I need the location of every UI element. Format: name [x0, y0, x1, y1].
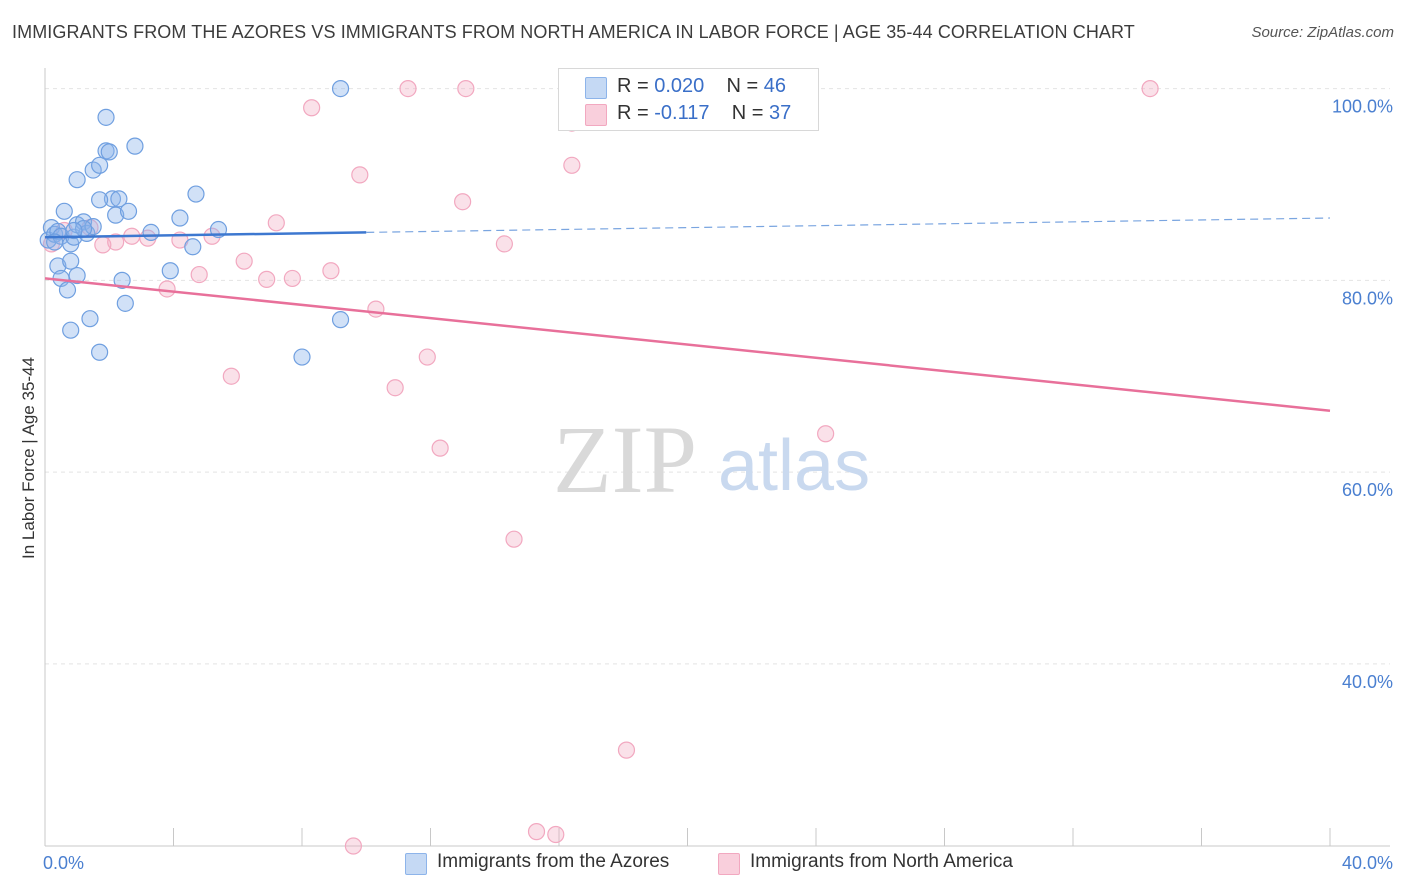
- north-america-point: [190, 265, 208, 284]
- azores-point: [100, 143, 118, 161]
- north-america-point: [283, 269, 301, 288]
- azores-r-value: 0.020: [654, 75, 705, 97]
- azores-point: [81, 310, 99, 328]
- north-america-trend-line: [44, 277, 1331, 412]
- north-america-point: [107, 233, 125, 251]
- north-america-point: [431, 439, 449, 457]
- azores-point: [107, 206, 125, 224]
- azores-trend-extension: [366, 217, 1331, 233]
- y-tick-label: 60.0%: [1342, 480, 1393, 500]
- north-america-point: [344, 837, 362, 855]
- y-tick-labels: 40.0% 60.0% 80.0% 100.0%: [1332, 97, 1393, 692]
- north-america-point: [258, 270, 276, 288]
- north-america-point: [351, 166, 369, 184]
- north-america-point: [322, 262, 340, 280]
- trend-lines: [44, 217, 1331, 412]
- north-america-point: [158, 280, 176, 298]
- north-america-point: [203, 227, 221, 245]
- azores-point: [331, 311, 350, 329]
- north-america-point: [303, 99, 321, 117]
- north-america-point: [454, 193, 472, 211]
- north-america-n-value: 37: [768, 102, 792, 124]
- x-tick-label: 0.0%: [43, 853, 84, 873]
- azores-trend-line: [44, 231, 367, 239]
- azores-point: [119, 202, 138, 220]
- north-america-point: [222, 367, 240, 385]
- azores-point: [91, 156, 109, 174]
- source-label: Source: ZipAtlas.com: [1251, 24, 1394, 41]
- azores-point: [62, 252, 80, 270]
- azores-point: [113, 271, 131, 289]
- north-america-point: [399, 79, 417, 98]
- y-tick-label: 40.0%: [1342, 672, 1393, 692]
- north-america-point: [617, 741, 636, 759]
- north-america-point: [527, 823, 546, 841]
- azores-point: [142, 223, 160, 241]
- north-america-swatch: [585, 104, 607, 126]
- y-tick-label: 100.0%: [1332, 97, 1393, 117]
- north-america-point: [505, 530, 523, 548]
- north-america-point: [235, 252, 253, 270]
- azores-point: [187, 185, 205, 203]
- x-tick-label: 40.0%: [1342, 853, 1393, 873]
- gridlines: [45, 88, 1390, 665]
- north-america-point: [563, 156, 581, 174]
- azores-point: [331, 79, 350, 98]
- azores-point: [161, 262, 179, 280]
- azores-legend-label: Immigrants from the Azores: [437, 851, 670, 872]
- azores-point: [293, 348, 311, 366]
- azores-point: [55, 202, 73, 220]
- azores-point: [110, 190, 128, 208]
- azores-point: [68, 266, 86, 285]
- azores-point: [58, 281, 77, 299]
- y-tick-label: 80.0%: [1342, 288, 1393, 308]
- azores-point: [68, 171, 86, 189]
- north-america-point: [817, 425, 835, 443]
- azores-n-value: 46: [763, 75, 787, 97]
- azores-point: [103, 190, 122, 208]
- north-america-point: [495, 235, 513, 253]
- azores-point: [184, 238, 202, 256]
- north-america-r-value: -0.117: [654, 102, 710, 124]
- north-america-legend-label: Immigrants from North America: [750, 851, 1013, 872]
- watermark-atlas: atlas: [718, 426, 870, 506]
- north-america-point: [457, 79, 475, 98]
- azores-point: [171, 209, 189, 227]
- azores-points: [39, 79, 350, 366]
- azores-point: [116, 294, 134, 312]
- north-america-point: [418, 348, 436, 366]
- axes: [44, 68, 1390, 847]
- north-america-point: [267, 214, 285, 232]
- azores-swatch: [585, 77, 607, 99]
- azores-legend-swatch: [405, 853, 427, 875]
- azores-point: [62, 321, 80, 339]
- azores-point: [65, 221, 83, 240]
- north-america-point: [1141, 79, 1159, 98]
- azores-point: [91, 343, 109, 361]
- azores-point: [97, 108, 115, 126]
- azores-point: [91, 191, 109, 209]
- north-america-legend-swatch: [718, 853, 740, 875]
- x-tick-labels: 0.0% 40.0%: [43, 853, 1393, 873]
- stats-legend: R = 0.020 N = 46 R = -0.117 N = 37: [558, 68, 819, 131]
- watermark-zip: ZIP: [553, 406, 697, 513]
- north-america-point: [386, 379, 404, 397]
- watermark: ZIP atlas: [553, 406, 870, 513]
- azores-point: [126, 137, 144, 155]
- north-america-point: [547, 825, 565, 844]
- chart-title: IMMIGRANTS FROM THE AZORES VS IMMIGRANTS…: [12, 22, 1135, 42]
- north-america-point: [367, 300, 385, 318]
- y-axis-label: In Labor Force | Age 35-44: [19, 357, 38, 559]
